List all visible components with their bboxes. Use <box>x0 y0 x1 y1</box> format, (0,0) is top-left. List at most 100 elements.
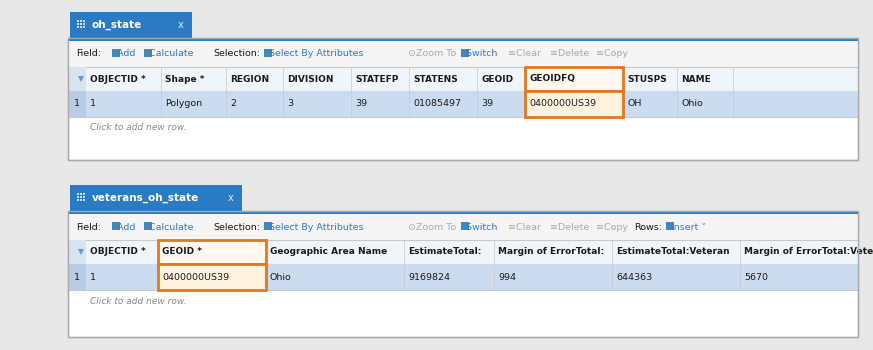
Bar <box>83 23 86 25</box>
Bar <box>264 222 272 230</box>
Bar <box>264 49 272 57</box>
Text: 39: 39 <box>481 99 493 108</box>
Bar <box>68 38 858 160</box>
Bar <box>68 240 86 264</box>
Bar <box>68 211 858 337</box>
Bar <box>666 222 674 230</box>
Text: veterans_oh_state: veterans_oh_state <box>92 193 199 203</box>
Text: STUSPS: STUSPS <box>627 75 667 84</box>
Text: GEOID: GEOID <box>481 75 513 84</box>
Text: Margin of ErrorTotal:Veteran: Margin of ErrorTotal:Veteran <box>744 247 873 257</box>
Bar <box>525 91 623 117</box>
Text: Insert ˅: Insert ˅ <box>668 223 706 231</box>
Bar <box>525 67 623 91</box>
Text: Add: Add <box>114 49 135 58</box>
Text: Selection:: Selection: <box>213 49 260 58</box>
Text: 994: 994 <box>498 273 516 281</box>
Text: 39: 39 <box>355 99 368 108</box>
Bar <box>80 193 82 195</box>
Text: ⊙Zoom To: ⊙Zoom To <box>408 223 456 231</box>
Text: EstimateTotal:: EstimateTotal: <box>408 247 481 257</box>
Text: x: x <box>178 20 183 30</box>
Bar <box>68 264 858 290</box>
Text: 01085497: 01085497 <box>413 99 461 108</box>
Bar <box>68 38 858 160</box>
Text: Calculate: Calculate <box>146 49 194 58</box>
Text: OBJECTID *: OBJECTID * <box>90 247 146 257</box>
Text: ≡Copy: ≡Copy <box>596 223 628 231</box>
Text: Shape *: Shape * <box>165 75 204 84</box>
Bar <box>83 20 86 22</box>
Text: GEOID *: GEOID * <box>162 247 202 257</box>
Text: Field:: Field: <box>76 49 101 58</box>
Text: ≡Clear: ≡Clear <box>508 223 541 231</box>
Text: ≡Copy: ≡Copy <box>596 49 628 58</box>
Bar <box>461 222 469 230</box>
Text: Switch: Switch <box>463 223 498 231</box>
Text: 5670: 5670 <box>744 273 768 281</box>
Text: 1: 1 <box>74 99 80 108</box>
Bar <box>68 211 858 214</box>
Text: 644363: 644363 <box>616 273 652 281</box>
Bar <box>70 185 242 211</box>
Text: EstimateTotal:Veteran: EstimateTotal:Veteran <box>616 247 730 257</box>
Bar <box>80 20 82 22</box>
Text: oh_state: oh_state <box>92 20 142 30</box>
Bar <box>68 264 86 290</box>
Text: ≡Delete: ≡Delete <box>550 49 589 58</box>
Text: Click to add new row.: Click to add new row. <box>90 296 187 306</box>
Text: 1: 1 <box>90 99 96 108</box>
Bar <box>68 67 86 91</box>
Text: 0400000US39: 0400000US39 <box>162 273 229 281</box>
Bar <box>83 199 86 201</box>
Bar <box>68 214 858 240</box>
Text: 1: 1 <box>90 273 96 281</box>
Text: Calculate: Calculate <box>146 223 194 231</box>
Text: 0400000US39: 0400000US39 <box>529 99 596 108</box>
Bar <box>68 41 858 67</box>
Bar <box>83 196 86 198</box>
Polygon shape <box>78 76 84 82</box>
Bar <box>78 23 79 25</box>
Bar <box>78 193 79 195</box>
Text: Select By Attributes: Select By Attributes <box>266 49 363 58</box>
Bar <box>112 49 120 57</box>
Bar <box>158 264 266 290</box>
Text: ≡Clear: ≡Clear <box>508 49 541 58</box>
Text: Rows:: Rows: <box>634 223 662 231</box>
Text: OH: OH <box>627 99 642 108</box>
Text: STATEFP: STATEFP <box>355 75 398 84</box>
Bar <box>144 222 152 230</box>
Bar <box>68 91 858 117</box>
Text: ≡Delete: ≡Delete <box>550 223 589 231</box>
Text: Polygon: Polygon <box>165 99 203 108</box>
Bar <box>68 67 858 91</box>
Bar <box>68 38 858 41</box>
Bar <box>70 12 192 38</box>
Bar <box>80 23 82 25</box>
Bar <box>78 199 79 201</box>
Bar <box>78 196 79 198</box>
Bar <box>80 196 82 198</box>
Bar <box>80 199 82 201</box>
Text: Field:: Field: <box>76 223 101 231</box>
Text: 2: 2 <box>230 99 236 108</box>
Polygon shape <box>78 249 84 255</box>
Text: OBJECTID *: OBJECTID * <box>90 75 146 84</box>
Text: GEOIDFQ: GEOIDFQ <box>529 75 575 84</box>
Bar <box>68 211 858 337</box>
Bar <box>461 49 469 57</box>
Bar <box>78 20 79 22</box>
Text: Switch: Switch <box>463 49 498 58</box>
Text: 3: 3 <box>287 99 293 108</box>
Bar <box>68 240 858 264</box>
Bar <box>83 193 86 195</box>
Text: Selection:: Selection: <box>213 223 260 231</box>
Bar <box>83 26 86 28</box>
Text: Select By Attributes: Select By Attributes <box>266 223 363 231</box>
Text: Ohio: Ohio <box>681 99 703 108</box>
Bar <box>80 26 82 28</box>
Text: x: x <box>228 193 234 203</box>
Bar <box>112 222 120 230</box>
Bar <box>158 240 266 264</box>
